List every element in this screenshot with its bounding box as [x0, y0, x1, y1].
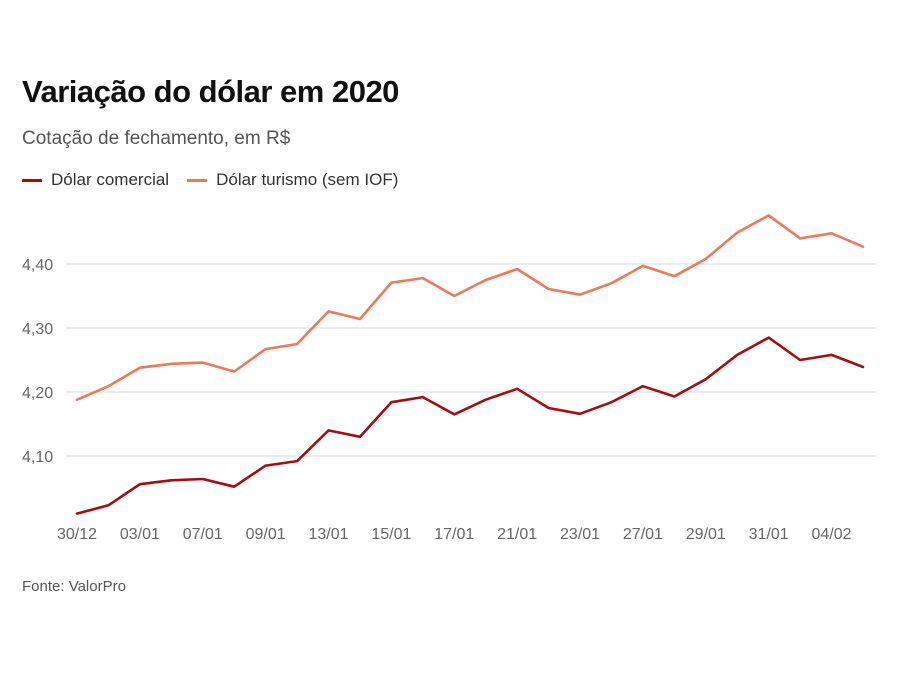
- chart-title: Variação do dólar em 2020: [22, 74, 399, 109]
- y-tick-label: 4,30: [22, 321, 53, 338]
- series-line: [75, 214, 865, 402]
- y-tick-label: 4,10: [22, 449, 53, 466]
- legend-label-comercial: Dólar comercial: [51, 170, 170, 189]
- series-line: [75, 336, 865, 515]
- x-tick-label: 07/01: [183, 526, 223, 543]
- x-tick-label: 23/01: [560, 526, 600, 543]
- x-tick-label: 21/01: [497, 526, 537, 543]
- legend: Dólar comercial Dólar turismo (sem IOF): [22, 170, 398, 190]
- x-tick-label: 15/01: [371, 526, 411, 543]
- y-tick-label: 4,40: [22, 257, 53, 274]
- x-tick-label: 03/01: [120, 526, 160, 543]
- legend-swatch-turismo: [187, 178, 208, 182]
- legend-label-turismo: Dólar turismo (sem IOF): [216, 170, 399, 189]
- legend-swatch-comercial: [22, 178, 42, 182]
- x-tick-label: 29/01: [686, 526, 726, 543]
- chart-subtitle: Cotação de fechamento, em R$: [22, 128, 291, 149]
- x-tick-label: 17/01: [434, 526, 474, 543]
- x-tick-label: 27/01: [623, 526, 663, 543]
- y-tick-label: 4,20: [22, 385, 53, 402]
- x-tick-label: 31/01: [749, 526, 789, 543]
- x-tick-label: 04/02: [812, 526, 852, 543]
- legend-item-turismo: Dólar turismo (sem IOF): [187, 170, 398, 190]
- x-tick-label: 30/12: [57, 526, 97, 543]
- legend-item-comercial: Dólar comercial: [22, 170, 169, 190]
- x-tick-label: 09/01: [246, 526, 286, 543]
- source-note: Fonte: ValorPro: [22, 578, 126, 595]
- x-tick-label: 13/01: [308, 526, 348, 543]
